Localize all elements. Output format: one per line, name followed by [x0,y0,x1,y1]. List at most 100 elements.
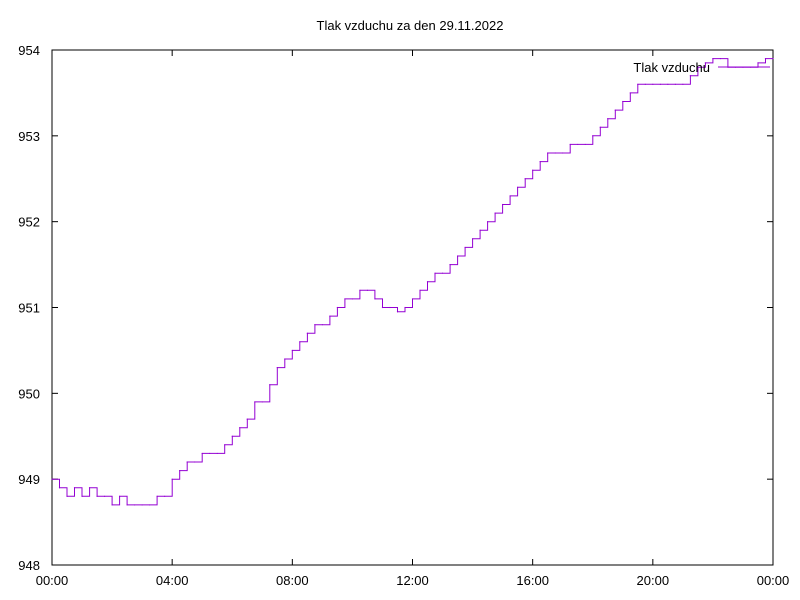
y-tick-label: 954 [18,43,40,58]
data-point [434,272,436,274]
data-point [539,160,541,163]
x-tick-label: 12:00 [396,573,429,588]
data-point [254,401,256,403]
data-point [299,341,301,343]
data-point [404,306,406,309]
data-point [562,152,564,154]
data-point [487,221,489,223]
data-point [201,452,203,455]
x-tick-label: 16:00 [516,573,549,588]
data-point [51,478,53,480]
data-point [419,289,421,291]
data-point [194,461,196,463]
data-point [629,92,631,94]
data-point [224,444,226,446]
data-point [58,487,61,489]
data-point [524,178,526,180]
data-point [321,324,323,326]
data-point [547,152,549,154]
data-point [449,263,451,266]
data-point [704,62,707,64]
data-point [374,298,376,300]
data-point [291,349,293,352]
series-layer [51,57,774,506]
data-point [652,83,654,85]
data-point [239,427,241,429]
data-point [209,452,211,455]
data-point [772,57,774,60]
data-point [141,504,143,506]
data-point [659,83,661,85]
y-tick-label: 948 [18,558,40,573]
data-point [509,195,511,197]
data-point [719,57,722,60]
data-point [554,152,556,154]
data-point [667,83,669,85]
data-point [622,100,624,103]
data-point [231,435,233,437]
data-point [614,109,616,111]
data-point [81,495,83,497]
data-point [164,495,166,497]
y-tick-label: 953 [18,129,40,144]
data-point [276,366,278,369]
y-tick-label: 950 [18,386,40,401]
data-point [179,469,181,472]
data-point [644,83,646,85]
data-point [592,135,594,137]
data-point [441,272,444,274]
data-point [111,504,113,506]
data-point [156,495,158,497]
data-point [73,487,76,489]
data-point [336,306,338,309]
data-point [389,306,391,309]
data-point [359,289,361,291]
data-point [284,358,286,360]
data-point [88,487,91,489]
y-tick-label: 952 [18,215,40,230]
data-point [479,229,481,231]
data-point [126,504,128,506]
data-point [584,143,586,146]
data-point [411,298,414,300]
data-point [456,255,459,257]
data-point [607,118,609,120]
data-point [186,461,188,463]
data-point [712,57,714,60]
data-point [569,143,571,146]
data-point [599,126,601,128]
data-point [381,306,384,309]
data-point [134,504,136,506]
y-tick-label: 951 [18,301,40,316]
data-point [366,289,369,291]
data-point [577,143,579,146]
data-point [246,418,248,420]
data-point [674,83,676,85]
data-point [764,57,767,60]
data-point [351,298,354,300]
data-point [689,75,691,77]
x-tick-label: 00:00 [36,573,69,588]
data-point [471,238,474,240]
data-point [426,281,429,283]
series-line-0 [52,58,773,506]
data-point [344,298,346,300]
data-point [502,203,504,206]
chart-title: Tlak vzduchu za den 29.11.2022 [317,18,504,33]
data-point [396,311,399,313]
x-tick-label: 00:00 [757,573,790,588]
data-point [757,62,759,64]
x-tick-label: 08:00 [276,573,309,588]
data-point [464,246,466,249]
data-point [314,324,316,326]
data-point [149,504,151,506]
data-point [697,66,699,68]
axes: 948 949 950 951 952 953 954 00:00 04:00 08:00 12:0… [18,43,789,588]
data-point [103,495,106,497]
x-tick-label: 20:00 [637,573,670,588]
data-point [682,83,684,85]
data-point [216,452,218,455]
data-point [306,332,308,334]
legend: Tlak vzduchu [633,60,770,75]
